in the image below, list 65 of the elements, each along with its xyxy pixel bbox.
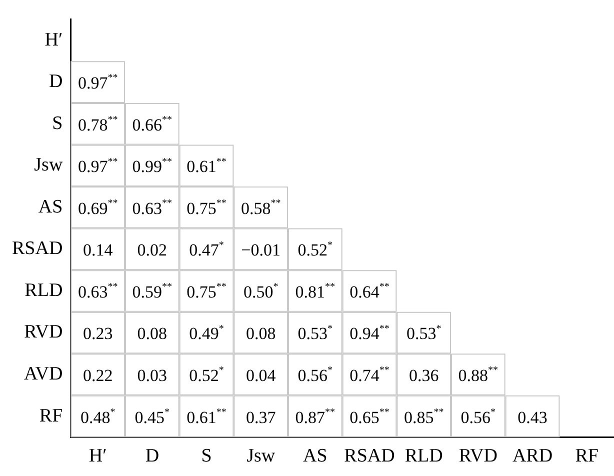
- data-label: 0.49*: [189, 323, 224, 344]
- x-tick-label: RVD: [458, 446, 498, 467]
- data-label: 0.04: [246, 366, 276, 385]
- y-tick-label: H′: [44, 29, 63, 50]
- data-label: 0.43: [518, 408, 548, 427]
- data-label: 0.99**: [132, 156, 172, 176]
- data-label: 0.85**: [404, 406, 444, 427]
- data-label: 0.78**: [78, 114, 118, 134]
- y-tick-label: AS: [38, 196, 63, 218]
- x-tick-label: ARD: [512, 446, 553, 467]
- data-label: 0.69**: [78, 198, 118, 218]
- x-tick-label: H′: [88, 446, 107, 467]
- data-label: −0.01: [241, 240, 281, 260]
- data-label: 0.63**: [78, 282, 118, 302]
- x-tick-label: D: [145, 446, 160, 467]
- data-label: 0.08: [137, 324, 168, 344]
- x-tick-label: S: [201, 446, 212, 467]
- data-label: 0.48*: [80, 406, 116, 427]
- data-label: 0.50*: [243, 282, 278, 302]
- x-tick-label: Jsw: [246, 446, 276, 467]
- y-tick-label: RF: [39, 405, 63, 426]
- x-tick-label: RLD: [404, 446, 443, 467]
- data-label: 0.94**: [350, 323, 390, 344]
- data-label: 0.52*: [189, 365, 224, 385]
- y-tick-label: S: [52, 112, 63, 134]
- data-label: 0.65**: [350, 406, 390, 427]
- data-label: 0.36: [408, 366, 439, 385]
- data-label: 0.45*: [134, 406, 170, 427]
- data-label: 0.74**: [350, 365, 390, 385]
- y-tick-label: RVD: [24, 322, 63, 343]
- data-label: 0.61**: [186, 156, 226, 176]
- data-label: 0.58**: [240, 198, 281, 218]
- data-label: 0.87**: [295, 406, 336, 427]
- data-label: 0.56*: [298, 365, 333, 385]
- y-tick-label: AVD: [24, 364, 63, 385]
- data-label: 0.53*: [406, 323, 442, 344]
- data-label: 0.64**: [350, 282, 390, 302]
- data-label: 0.75**: [186, 198, 226, 218]
- data-label: 0.63**: [132, 198, 172, 218]
- data-label: 0.47*: [189, 240, 224, 260]
- y-tick-label: RSAD: [12, 238, 63, 260]
- data-label: 0.56*: [460, 406, 496, 427]
- x-tick-label: RF: [575, 446, 598, 467]
- data-label: 0.02: [137, 240, 168, 260]
- data-label: 0.53*: [298, 323, 333, 344]
- data-label: 0.97**: [78, 156, 118, 176]
- data-label: 0.59**: [132, 282, 172, 302]
- data-label: 0.23: [82, 324, 113, 344]
- data-label: 0.88**: [458, 365, 498, 385]
- data-label: 0.08: [246, 324, 276, 344]
- data-label: 0.14: [82, 240, 114, 260]
- data-label: 0.37: [246, 408, 276, 427]
- y-tick-label: Jsw: [34, 154, 63, 176]
- data-label: 0.66**: [132, 114, 172, 134]
- data-label: 0.97**: [78, 72, 118, 93]
- data-label: 0.52*: [298, 240, 333, 260]
- data-label: 0.81**: [295, 282, 336, 302]
- data-label: 0.61**: [186, 406, 226, 427]
- y-tick-label: RLD: [24, 280, 63, 301]
- x-tick-label: RSAD: [344, 446, 395, 467]
- data-label: 0.03: [137, 366, 168, 385]
- x-tick-label: AS: [303, 446, 328, 467]
- y-tick-label: D: [48, 71, 63, 92]
- data-label: 0.75**: [186, 282, 226, 302]
- data-label: 0.22: [82, 366, 113, 385]
